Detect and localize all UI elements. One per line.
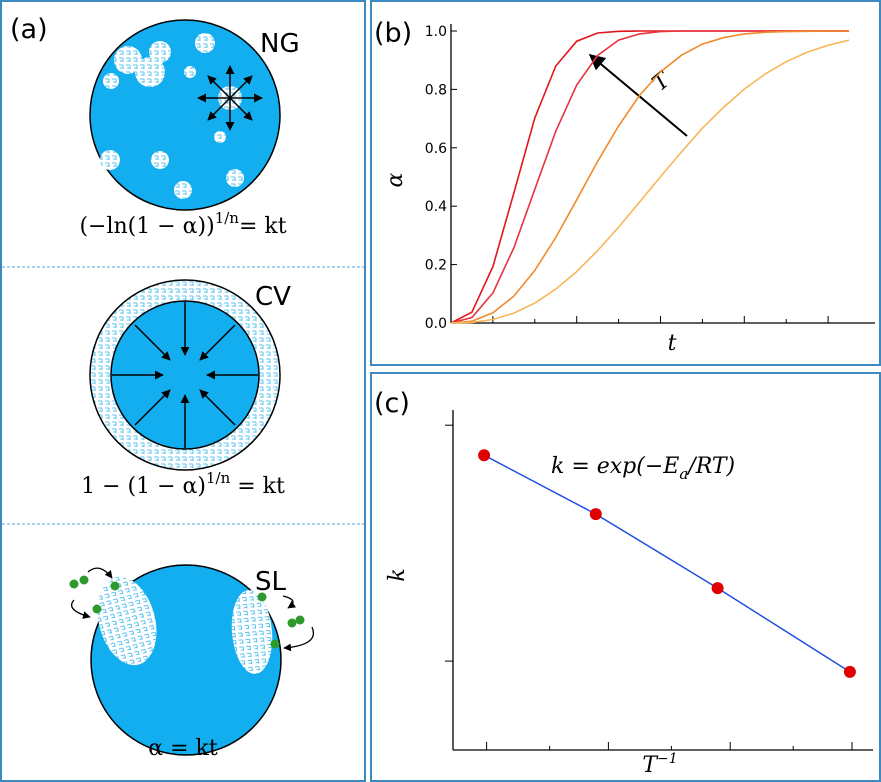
mechanism-name: SL <box>255 567 287 597</box>
panel-label: (a) <box>10 14 48 45</box>
ann-sub: a <box>679 465 688 483</box>
ng-illustration <box>90 20 280 210</box>
ann-rest: /RT) <box>686 454 735 479</box>
panel-frame <box>371 373 880 781</box>
mechanism-name: NG <box>260 29 300 59</box>
y-tick-label: 0.2 <box>425 258 447 274</box>
trend-arrow <box>590 55 687 136</box>
equation: (−ln(1 − α))1/n= kt <box>79 209 286 239</box>
panel-frame <box>371 1 880 365</box>
cv-illustration <box>90 280 280 470</box>
eq-rest: = kt <box>230 474 285 499</box>
y-tick-label: 0.4 <box>425 199 447 215</box>
panel-label: (b) <box>374 18 412 49</box>
y-tick-label: 1.0 <box>425 24 447 40</box>
y-tick-label: 0.8 <box>425 82 447 98</box>
annotation: k = exp(−Ea/RT) <box>551 454 735 483</box>
ann-base: k = exp(−E <box>551 454 679 479</box>
equation: α = kt <box>148 736 218 761</box>
eq-rest: = kt <box>239 214 287 239</box>
x-axis-label: t <box>668 331 677 356</box>
data-point <box>590 508 602 520</box>
eq-base: α = kt <box>148 736 218 761</box>
data-point <box>844 666 856 678</box>
eq-base: (−ln(1 − α)) <box>79 214 214 239</box>
y-tick-label: 0.0 <box>425 316 447 332</box>
panel-label: (c) <box>374 388 410 419</box>
xlabel-sup: −1 <box>657 751 678 767</box>
eq-sup: 1/n <box>206 469 231 487</box>
y-axis-label: k <box>385 568 410 581</box>
eq-base: 1 − (1 − α) <box>81 474 206 499</box>
figure: (a) NG (−ln(1 − α))1/n= kt CV 1 − (1 − α… <box>0 0 881 782</box>
y-axis-label: α <box>383 172 408 187</box>
mechanism-name: CV <box>255 282 291 312</box>
x-axis-label: T−1 <box>642 751 677 778</box>
eq-sup: 1/n <box>215 209 240 227</box>
equation: 1 − (1 − α)1/n = kt <box>81 469 285 499</box>
y-tick-label: 0.6 <box>425 141 447 157</box>
fit-line <box>484 455 850 672</box>
data-point <box>478 449 490 461</box>
data-point <box>712 582 724 594</box>
